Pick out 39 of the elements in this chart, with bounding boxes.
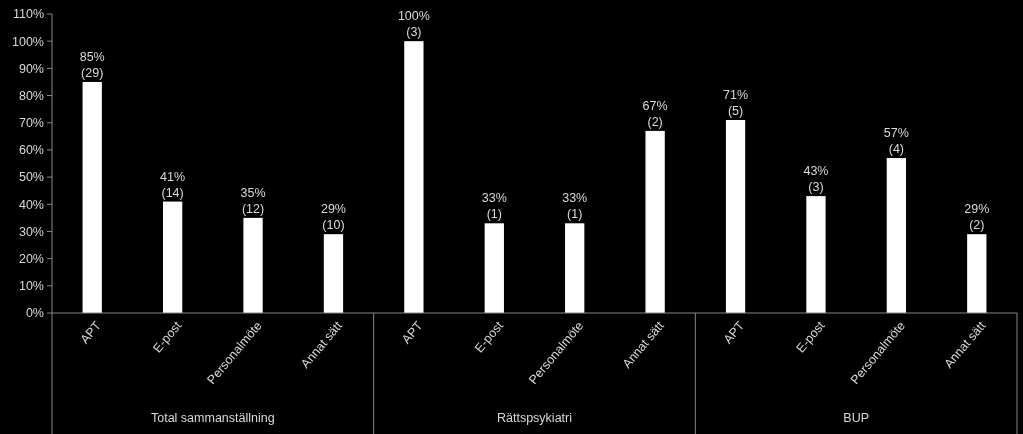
bar — [886, 158, 907, 313]
text: Rättspsykiatri — [496, 411, 573, 425]
data-label: 33% (1) — [562, 191, 588, 222]
y-tick-label: 60% — [18, 143, 44, 158]
bar — [725, 120, 746, 313]
bar — [967, 234, 987, 313]
data-label: 100% (3) — [397, 9, 430, 40]
bar — [806, 196, 826, 313]
data-label: 85% (29) — [79, 49, 105, 80]
y-tick-label: 80% — [18, 88, 44, 103]
bar — [565, 223, 585, 313]
bar — [243, 217, 263, 313]
data-label: 43% (3) — [803, 164, 829, 195]
data-label: 71% (5) — [723, 88, 749, 119]
y-tick-label: 50% — [18, 170, 44, 185]
data-label: 35% (12) — [240, 185, 266, 216]
data-label: 29% (2) — [964, 202, 990, 233]
bar — [82, 81, 102, 313]
y-tick-label: 40% — [18, 197, 44, 212]
y-tick-label: 70% — [18, 116, 44, 131]
data-label: 33% (1) — [481, 191, 507, 222]
bar — [162, 201, 183, 313]
y-tick-label: 110% — [12, 7, 44, 22]
y-tick-label: 10% — [18, 279, 44, 294]
y-tick-label: 0% — [25, 306, 44, 321]
y-tick-label: 90% — [18, 61, 44, 76]
data-label: 57% (4) — [883, 126, 909, 157]
y-tick-label: 20% — [18, 252, 44, 267]
bar — [645, 130, 665, 313]
text: Total sammanställning — [151, 411, 275, 425]
data-label: 41% (14) — [160, 169, 186, 200]
y-tick-label: 30% — [18, 224, 44, 239]
bar — [404, 41, 424, 313]
y-tick-label: 100% — [12, 34, 44, 49]
bar — [323, 234, 344, 313]
data-label: 29% (10) — [320, 202, 346, 233]
bar — [484, 223, 504, 313]
text: BUP — [843, 411, 870, 425]
data-label: 67% (2) — [642, 98, 668, 129]
